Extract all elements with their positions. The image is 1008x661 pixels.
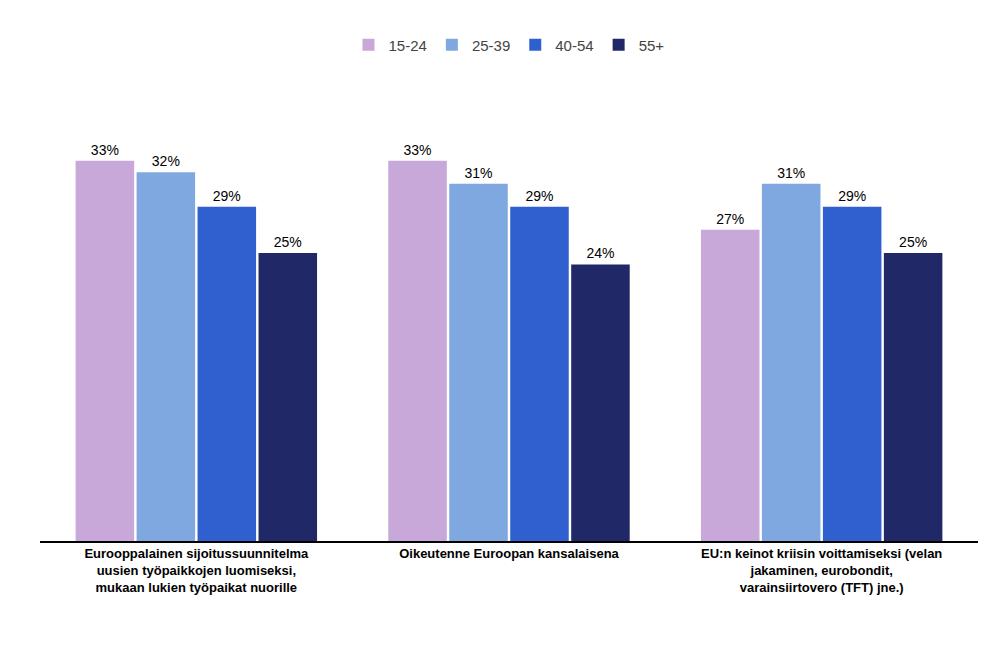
svg-text:29%: 29%: [213, 188, 241, 204]
svg-text:40-54: 40-54: [555, 37, 593, 54]
svg-text:EU:n keinot kriisin voittamise: EU:n keinot kriisin voittamiseksi (velan…: [701, 546, 942, 595]
svg-text:15-24: 15-24: [389, 37, 427, 54]
svg-text:31%: 31%: [464, 165, 492, 181]
svg-text:27%: 27%: [716, 211, 744, 227]
svg-text:31%: 31%: [777, 165, 805, 181]
svg-text:29%: 29%: [838, 188, 866, 204]
svg-text:33%: 33%: [91, 142, 119, 158]
svg-text:24%: 24%: [586, 245, 614, 261]
svg-text:25-39: 25-39: [472, 37, 510, 54]
svg-text:55+: 55+: [639, 37, 665, 54]
svg-text:32%: 32%: [152, 153, 180, 169]
svg-text:Eurooppalainen sijoitussuunnit: Eurooppalainen sijoitussuunnitelmauusien…: [84, 546, 309, 595]
svg-text:25%: 25%: [899, 234, 927, 250]
svg-text:Oikeutenne Euroopan kansalaise: Oikeutenne Euroopan kansalaisena: [399, 546, 619, 561]
svg-text:25%: 25%: [274, 234, 302, 250]
svg-text:29%: 29%: [525, 188, 553, 204]
svg-text:33%: 33%: [404, 142, 432, 158]
